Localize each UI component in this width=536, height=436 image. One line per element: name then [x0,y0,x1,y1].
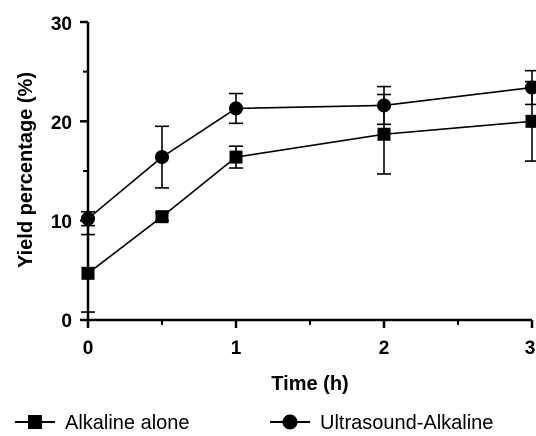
x-tick-label-3: 3 [525,338,536,359]
series-line-ultrasound-alkaline [87,86,533,220]
legend: Alkaline alone Ultrasound-Alkaline [15,412,493,434]
data-point-alkaline-alone [81,266,95,280]
data-point-ultrasound-alkaline [155,150,169,165]
data-point-alkaline-alone [155,210,169,224]
legend-label-alkaline-alone: Alkaline alone [65,412,190,434]
y-tick-label-20: 20 [51,113,72,134]
legend-marker-square [28,415,42,429]
data-point-alkaline-alone [377,127,391,141]
x-axis-title: Time (h) [271,373,348,395]
data-point-alkaline-alone [229,150,243,164]
legend-label-ultrasound-alkaline: Ultrasound-Alkaline [320,412,493,434]
data-point-ultrasound-alkaline [81,211,95,226]
x-tick-label-2: 2 [379,338,390,359]
y-axis-title: Yield percentage (%) [15,72,37,268]
data-point-ultrasound-alkaline [525,80,536,95]
series-line-alkaline-alone [87,120,533,274]
x-tick-label-1: 1 [231,338,242,359]
data-point-alkaline-alone [525,114,536,128]
legend-marker-circle [282,414,298,430]
data-point-ultrasound-alkaline [229,101,243,116]
y-tick-label-0: 0 [61,311,72,332]
y-tick-label-30: 30 [51,14,72,35]
x-tick-label-0: 0 [83,338,94,359]
plot-area [81,69,536,313]
y-tick-label-10: 10 [51,212,72,233]
data-point-ultrasound-alkaline [377,98,391,113]
